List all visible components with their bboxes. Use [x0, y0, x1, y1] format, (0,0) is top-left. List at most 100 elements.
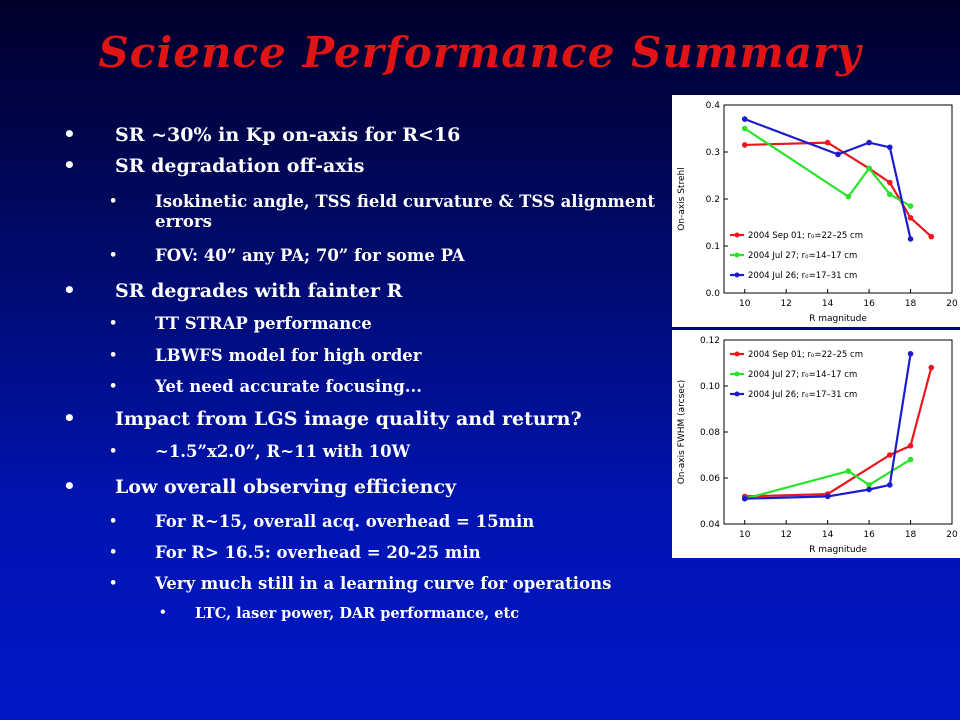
- data-point: [907, 236, 914, 242]
- data-point: [845, 193, 852, 200]
- x-tick-label: 20: [946, 530, 958, 540]
- bullet-text: LBWFS model for high order: [155, 346, 422, 365]
- bullet-item: • SR degradation off-axis: [63, 153, 365, 177]
- x-axis-label: R magnitude: [809, 314, 867, 324]
- legend-marker: [734, 391, 740, 397]
- bullet-item: • SR degrades with fainter R: [63, 278, 403, 302]
- bullet-text: Isokinetic angle, TSS field curvature & …: [155, 192, 655, 231]
- legend-label: 2004 Sep 01; r₀=22–25 cm: [748, 231, 863, 241]
- y-tick-label: 0.12: [700, 336, 720, 346]
- legend-label: 2004 Jul 27; r₀=14–17 cm: [748, 370, 857, 380]
- y-tick-label: 0.06: [700, 474, 720, 484]
- bullet-text: ~1.5”x2.0”, R~11 with 10W: [155, 442, 411, 461]
- data-point: [887, 191, 893, 198]
- legend-marker: [734, 232, 740, 238]
- y-tick-label: 0.08: [700, 428, 720, 438]
- bullet-item: • ~1.5”x2.0”, R~11 with 10W: [109, 442, 411, 462]
- bullet-item: • FOV: 40” any PA; 70” for some PA: [109, 246, 465, 266]
- bullet-text: TT STRAP performance: [155, 314, 372, 333]
- data-point: [907, 215, 914, 221]
- data-point: [928, 233, 935, 240]
- bullet-dot-icon: •: [63, 406, 76, 430]
- legend-marker: [734, 272, 740, 278]
- data-point: [928, 364, 935, 371]
- y-tick-label: 0.1: [706, 242, 720, 252]
- data-point: [741, 142, 748, 148]
- legend-label: 2004 Sep 01; r₀=22–25 cm: [748, 350, 863, 360]
- y-tick-label: 0.0: [706, 289, 721, 299]
- x-axis-label: R magnitude: [809, 545, 867, 555]
- y-axis-label: On-axis Strehl: [677, 167, 687, 230]
- series-line: [744, 458, 912, 500]
- bullet-item: • TT STRAP performance: [109, 314, 372, 334]
- plot-frame: [723, 104, 953, 294]
- data-point: [845, 468, 852, 474]
- x-tick-label: 10: [739, 530, 751, 540]
- x-tick-label: 14: [822, 530, 834, 540]
- data-point: [741, 116, 748, 122]
- x-tick-label: 16: [863, 530, 875, 540]
- bullet-dot-icon: •: [109, 379, 118, 394]
- legend-label: 2004 Jul 26; r₀=17–31 cm: [748, 390, 857, 400]
- bullet-text: LTC, laser power, DAR performance, etc: [195, 605, 520, 622]
- bullet-dot-icon: •: [109, 444, 118, 459]
- x-tick-label: 10: [739, 299, 751, 309]
- x-tick-label: 12: [780, 299, 791, 309]
- bullet-item: • Very much still in a learning curve fo…: [109, 574, 612, 594]
- series-line: [744, 367, 933, 498]
- bullet-text: For R> 16.5: overhead = 20-25 min: [155, 543, 481, 562]
- slide-title: Science Performance Summary: [98, 28, 862, 77]
- bullet-dot-icon: •: [63, 278, 76, 302]
- data-point: [887, 144, 893, 151]
- bullet-dot-icon: •: [109, 514, 118, 529]
- data-point: [887, 452, 893, 458]
- legend-label: 2004 Jul 26; r₀=17–31 cm: [748, 271, 857, 281]
- bullet-item: • LTC, laser power, DAR performance, etc: [159, 605, 520, 622]
- data-point: [824, 493, 831, 500]
- data-point: [887, 482, 893, 488]
- data-point: [907, 456, 914, 463]
- strehl-chart-svg: 10 12 14 16 18 20 0.0 0.1 0.2 0.3 0.4 R magnitude On…: [677, 101, 958, 324]
- bullet-dot-icon: •: [109, 194, 118, 209]
- legend-label: 2004 Jul 27; r₀=14–17 cm: [748, 251, 857, 261]
- series-line: [744, 141, 933, 238]
- bullet-dot-icon: •: [109, 316, 118, 331]
- x-tick-label: 14: [822, 299, 834, 309]
- bullet-item: • LBWFS model for high order: [109, 346, 422, 366]
- bullet-dot-icon: •: [63, 474, 76, 498]
- legend-marker: [734, 351, 740, 357]
- bullet-item: • Isokinetic angle, TSS field curvature …: [109, 192, 655, 232]
- y-tick-label: 0.3: [706, 148, 720, 158]
- bullet-item: • Low overall observing efficiency: [63, 474, 457, 498]
- bullet-dot-icon: •: [159, 605, 167, 619]
- y-tick-label: 0.10: [700, 382, 720, 392]
- x-tick-label: 16: [863, 299, 875, 309]
- bullet-text: FOV: 40” any PA; 70” for some PA: [155, 246, 465, 265]
- bullet-text: Very much still in a learning curve for …: [155, 574, 612, 593]
- bullet-dot-icon: •: [109, 348, 118, 363]
- bullet-text: For R~15, overall acq. overhead = 15min: [155, 512, 535, 531]
- bullet-text: Yet need accurate focusing...: [155, 377, 422, 396]
- data-point: [741, 125, 748, 132]
- y-tick-label: 0.2: [706, 195, 720, 205]
- bullet-dot-icon: •: [109, 248, 118, 263]
- fwhm-plot: 10 12 14 16 18 20 0.04 0.06 0.08 0.10 0.12 R magnit…: [672, 330, 960, 558]
- data-point: [866, 486, 872, 493]
- x-tick-label: 18: [905, 530, 917, 540]
- data-point: [835, 151, 841, 158]
- bullet-dot-icon: •: [109, 576, 118, 591]
- bullet-item: • For R> 16.5: overhead = 20-25 min: [109, 543, 481, 563]
- bullet-text: Low overall observing efficiency: [115, 476, 457, 498]
- bullet-text: SR degradation off-axis: [115, 155, 365, 177]
- x-tick-label: 18: [905, 299, 917, 309]
- bullet-dot-icon: •: [109, 545, 118, 560]
- bullet-item: • Impact from LGS image quality and retu…: [63, 406, 582, 430]
- data-point: [907, 203, 914, 209]
- bullet-text: SR degrades with fainter R: [115, 280, 403, 302]
- x-tick-label: 20: [946, 299, 958, 309]
- bullet-item: • SR ~30% in Kp on-axis for R<16: [63, 122, 460, 146]
- fwhm-chart-svg: 10 12 14 16 18 20 0.04 0.06 0.08 0.10 0.12 R magnit…: [677, 336, 958, 555]
- data-point: [866, 139, 872, 146]
- legend-marker: [734, 371, 740, 377]
- legend-marker: [734, 252, 740, 258]
